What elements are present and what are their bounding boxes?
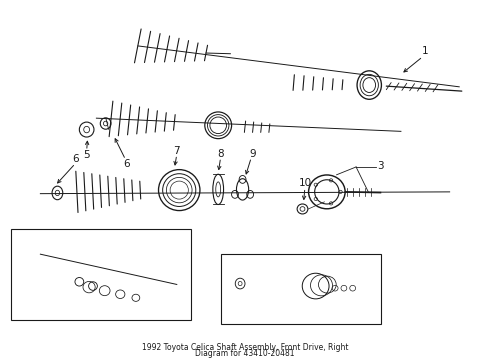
Bar [11,229,192,320]
Text: 1992 Toyota Celica Shaft Assembly, Front Drive, Right: 1992 Toyota Celica Shaft Assembly, Front… [142,343,348,352]
Text: 4: 4 [298,315,304,325]
Text: 3: 3 [377,161,384,171]
Text: 6: 6 [123,159,130,169]
Text: 1: 1 [422,46,429,56]
Text: 7: 7 [173,146,180,156]
Text: 9: 9 [249,149,256,159]
Bar [220,254,381,324]
Text: Diagram for 43410-20481: Diagram for 43410-20481 [195,349,295,358]
Text: 10: 10 [298,178,312,188]
Text: 8: 8 [218,149,224,159]
Text: 2: 2 [98,310,104,320]
Text: 5: 5 [83,150,90,160]
Text: 6: 6 [72,154,79,164]
